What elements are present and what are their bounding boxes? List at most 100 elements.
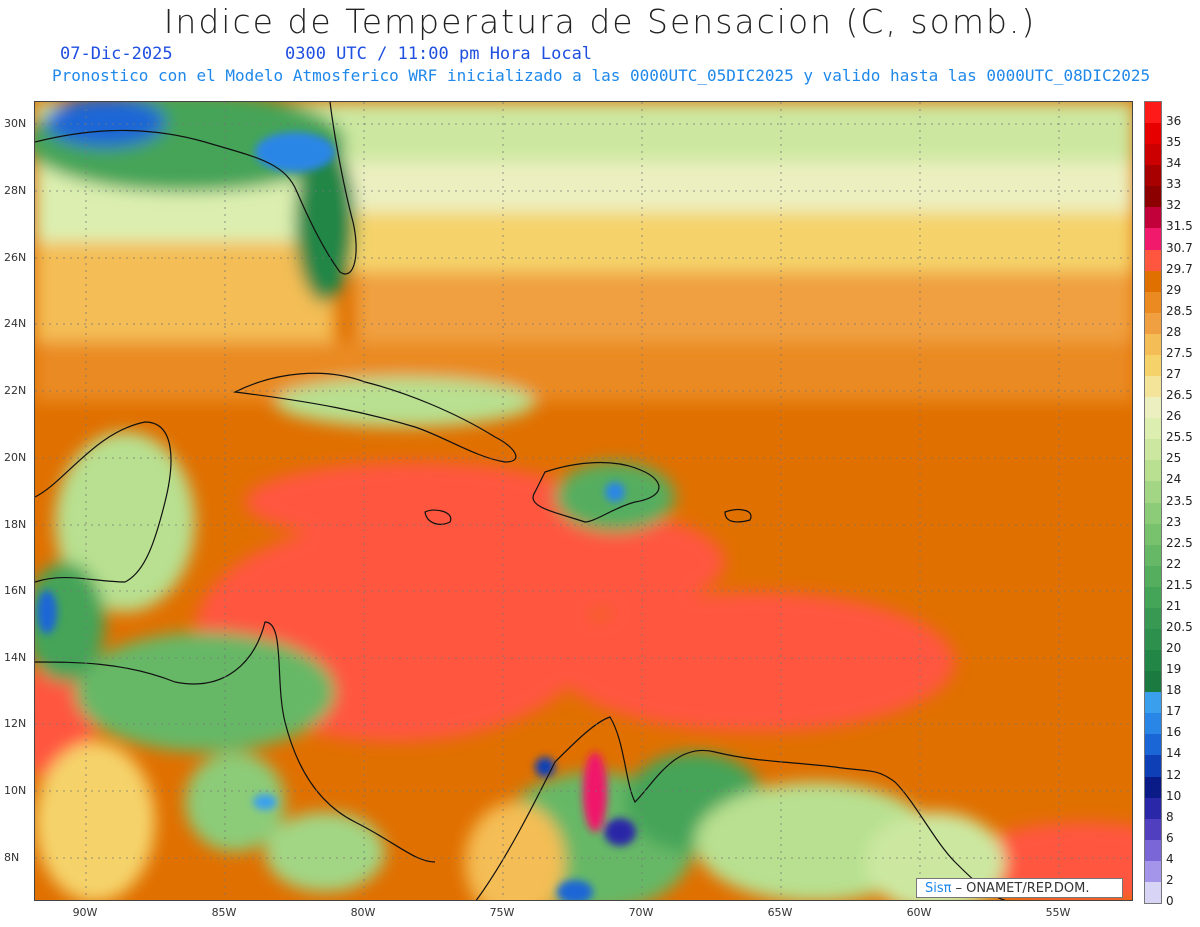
colorbar-label: 29.7 — [1166, 261, 1193, 276]
forecast-time: 0300 UTC / 11:00 pm Hora Local — [285, 44, 593, 64]
colorbar-label: 20 — [1166, 641, 1182, 656]
colorbar-cell — [1145, 734, 1161, 756]
colorbar-label: 17 — [1166, 704, 1182, 719]
colorbar-label: 20.5 — [1166, 619, 1193, 634]
lon-label: 90W — [72, 906, 98, 919]
colorbar-cell — [1145, 860, 1161, 883]
model-subtitle: Pronostico con el Modelo Atmosferico WRF… — [52, 66, 1151, 85]
colorbar-cell — [1145, 207, 1161, 229]
lat-label: 12N — [4, 717, 27, 730]
colorbar-label: 21.5 — [1166, 577, 1193, 592]
colorbar-cell — [1145, 755, 1161, 778]
lat-label: 20N — [4, 451, 27, 464]
sispi-logo: Sisπ — [925, 880, 952, 896]
colorbar-cell — [1145, 439, 1161, 461]
lat-label: 18N — [4, 518, 27, 531]
colorbar-cell — [1145, 628, 1161, 651]
colorbar-cell — [1145, 544, 1161, 567]
colorbar-label: 26 — [1166, 409, 1182, 424]
lon-label: 60W — [906, 906, 932, 919]
lat-label: 26N — [4, 251, 27, 264]
colorbar-label: 28 — [1166, 324, 1182, 339]
lon-label: 70W — [628, 906, 654, 919]
colorbar-label: 32 — [1166, 198, 1182, 213]
colorbar-cell — [1145, 460, 1161, 482]
lat-label: 30N — [4, 117, 27, 130]
colorbar-label: 2 — [1166, 872, 1174, 887]
colorbar-label: 27.5 — [1166, 345, 1193, 360]
colorbar-cell — [1145, 249, 1161, 272]
colorbar-cell — [1145, 650, 1161, 672]
colorbar-label: 24 — [1166, 472, 1182, 487]
colorbar-cell — [1145, 692, 1161, 714]
colorbar-label: 26.5 — [1166, 388, 1193, 403]
heat-index-map — [34, 101, 1133, 901]
colorbar-cell — [1145, 270, 1161, 293]
colorbar-cell — [1145, 502, 1161, 525]
colorbar-cell — [1145, 228, 1161, 251]
colorbar-label: 18 — [1166, 683, 1182, 698]
colorbar-cell — [1145, 797, 1161, 820]
colorbar-label: 31.5 — [1166, 219, 1193, 234]
forecast-date: 07-Dic-2025 — [60, 44, 173, 64]
colorbar-label: 22.5 — [1166, 535, 1193, 550]
colorbar-cell — [1145, 312, 1161, 335]
colorbar-label: 6 — [1166, 830, 1174, 845]
colorbar-cell — [1145, 354, 1161, 377]
colorbar-cell — [1145, 881, 1161, 904]
colorbar-cell — [1145, 123, 1161, 145]
colorbar-cell — [1145, 776, 1161, 799]
colorbar-label: 33 — [1166, 177, 1182, 192]
colorbar-cell — [1145, 144, 1161, 166]
graticule — [35, 102, 1132, 900]
colorbar-label: 19 — [1166, 662, 1182, 677]
colorbar-label: 34 — [1166, 156, 1182, 171]
colorbar-label: 25.5 — [1166, 430, 1193, 445]
colorbar-cell — [1145, 607, 1161, 630]
colorbar-cell — [1145, 333, 1161, 356]
colorbar-label: 4 — [1166, 851, 1174, 866]
colorbar-cell — [1145, 165, 1161, 187]
colorbar-cell — [1145, 376, 1161, 398]
colorbar-cell — [1145, 818, 1161, 841]
lon-label: 85W — [211, 906, 237, 919]
credit-box: Sisπ – ONAMET/REP.DOM. — [916, 878, 1123, 898]
colorbar-cell — [1145, 523, 1161, 546]
colorbar-label: 10 — [1166, 788, 1182, 803]
colorbar-cell — [1145, 671, 1161, 693]
colorbar-label: 23 — [1166, 514, 1182, 529]
colorbar-cell — [1145, 713, 1161, 735]
colorbar-label: 22 — [1166, 556, 1182, 571]
colorbar-cell — [1145, 102, 1161, 124]
map-title: Indice de Temperatura de Sensacion (C, s… — [163, 2, 1037, 41]
lat-label: 28N — [4, 184, 27, 197]
colorbar-cell — [1145, 565, 1161, 588]
colorbar-cell — [1145, 397, 1161, 419]
lat-label: 10N — [4, 784, 27, 797]
lat-label: 14N — [4, 651, 27, 664]
colorbar-label: 35 — [1166, 135, 1182, 150]
colorbar-cell — [1145, 586, 1161, 609]
colorbar-label: 0 — [1166, 894, 1174, 908]
lon-label: 55W — [1045, 906, 1071, 919]
lat-label: 24N — [4, 317, 27, 330]
lon-label: 65W — [767, 906, 793, 919]
colorbar-label: 8 — [1166, 809, 1174, 824]
colorbar-cell — [1145, 186, 1161, 208]
colorbar-cell — [1145, 291, 1161, 314]
colorbar-label: 12 — [1166, 767, 1182, 782]
lat-label: 22N — [4, 384, 27, 397]
lon-label: 80W — [350, 906, 376, 919]
colorbar-cell — [1145, 481, 1161, 503]
lat-label: 16N — [4, 584, 27, 597]
colorbar-label: 21 — [1166, 598, 1182, 613]
colorbar-label: 16 — [1166, 725, 1182, 740]
colorbar — [1144, 101, 1162, 904]
colorbar-label: 25 — [1166, 451, 1182, 466]
colorbar-cell — [1145, 839, 1161, 862]
credit-text: – ONAMET/REP.DOM. — [955, 880, 1090, 896]
lat-label: 8N — [4, 851, 20, 864]
colorbar-label: 14 — [1166, 746, 1182, 761]
lon-label: 75W — [489, 906, 515, 919]
colorbar-label: 28.5 — [1166, 303, 1193, 318]
